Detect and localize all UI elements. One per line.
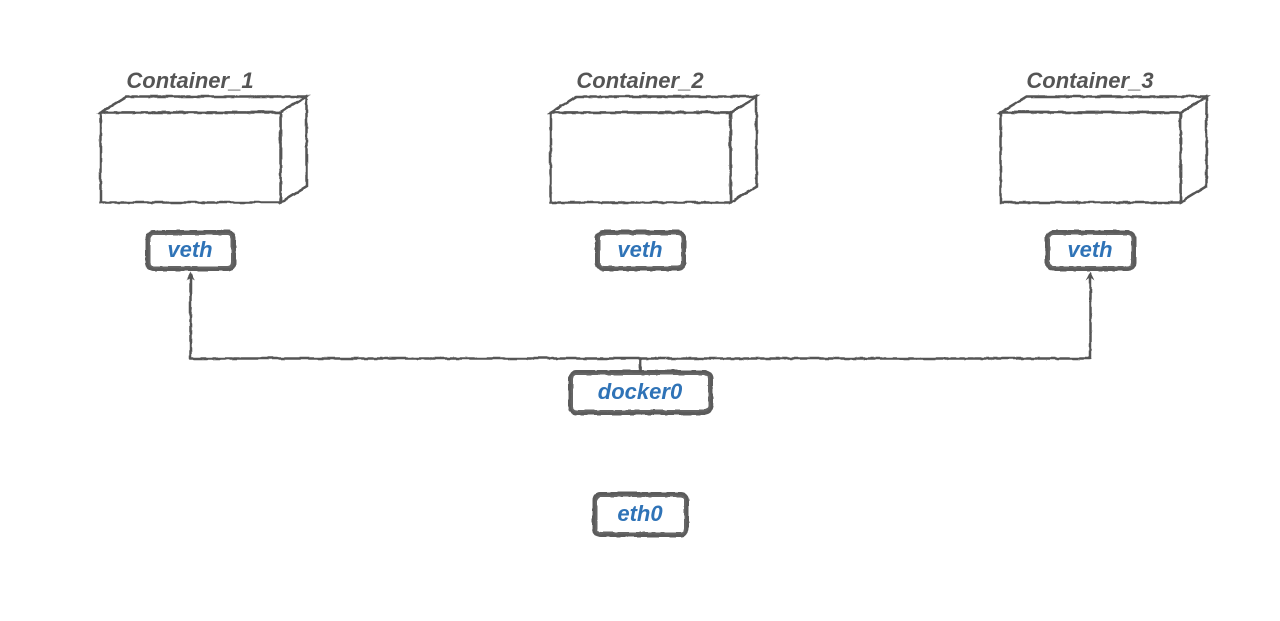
edge-docker0-veth1 <box>190 275 640 372</box>
endpoint-label-veth1: veth <box>167 237 212 262</box>
container-title-2: Container_2 <box>576 68 704 93</box>
container-3: Container_3 <box>1000 68 1206 202</box>
edge-docker0-veth3 <box>640 275 1090 372</box>
container-box <box>1000 96 1206 202</box>
container-2: Container_2 <box>550 68 756 202</box>
docker-network-diagram: Container_1 Container_2 Container_3veth vet… <box>0 0 1280 621</box>
endpoint-veth3: veth <box>1046 231 1134 269</box>
endpoint-veth1: veth <box>146 231 234 269</box>
endpoint-veth2: veth <box>596 231 684 269</box>
container-box <box>100 96 306 202</box>
container-box <box>550 96 756 202</box>
container-1: Container_1 <box>100 68 306 202</box>
endpoint-eth0: eth0 <box>593 493 687 535</box>
container-title-3: Container_3 <box>1026 68 1153 93</box>
endpoint-label-veth3: veth <box>1067 237 1112 262</box>
endpoint-label-docker0: docker0 <box>598 379 683 404</box>
container-title-1: Container_1 <box>126 68 253 93</box>
endpoint-docker0: docker0 <box>569 371 711 413</box>
endpoint-label-eth0: eth0 <box>617 501 663 526</box>
endpoint-label-veth2: veth <box>617 237 662 262</box>
